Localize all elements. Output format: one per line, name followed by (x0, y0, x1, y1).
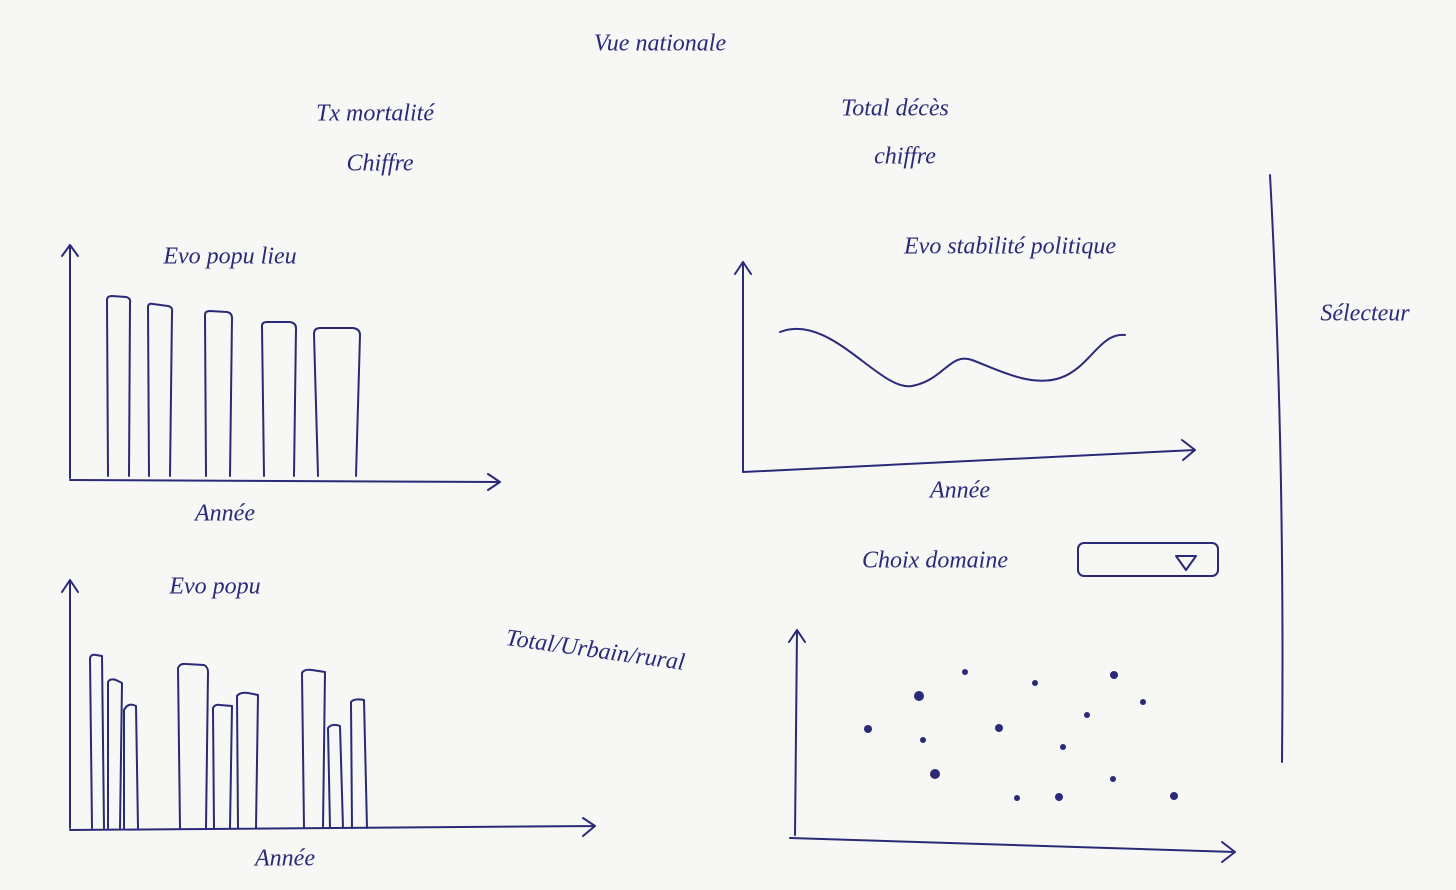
filter-label: Choix domaine (862, 548, 1008, 574)
bar-shape (301, 668, 326, 829)
dropdown-box[interactable] (1077, 542, 1219, 577)
axes (61, 244, 501, 491)
sidebar-label: Sélecteur (1320, 301, 1410, 327)
dot (1060, 744, 1066, 750)
dot (995, 724, 1003, 732)
scatter-sketch (788, 629, 1236, 863)
dot (930, 769, 940, 779)
page-title: Vue nationale (594, 31, 727, 57)
dot (1110, 776, 1116, 782)
bar-sketch (61, 244, 501, 491)
axes (788, 629, 1236, 863)
dot (1140, 699, 1146, 705)
bar-shape (147, 302, 174, 477)
kpi-value: chiffre (874, 144, 936, 170)
bar-shape (327, 723, 344, 829)
chart-title: Evo popu lieu (162, 244, 296, 270)
grouped-bar-sketch (61, 579, 596, 837)
bar-shape (106, 295, 132, 477)
dot (920, 737, 926, 743)
x-axis-label: Année (253, 846, 315, 872)
chart-title: Evo stabilité politique (903, 234, 1116, 260)
axes (734, 261, 1196, 473)
dot (1032, 680, 1038, 686)
chart-title: Evo popu (168, 574, 260, 600)
bar-shape (350, 698, 368, 829)
dot (914, 691, 924, 701)
dot (962, 669, 968, 675)
dot (1055, 793, 1063, 801)
dot (1170, 792, 1178, 800)
kpi-value: Chiffre (346, 151, 413, 177)
x-axis-label: Année (928, 478, 990, 504)
kpi-label: Tx mortalité (316, 101, 435, 127)
kpi-label: Total décès (841, 96, 949, 122)
line-sketch (734, 261, 1196, 473)
line-shape (779, 328, 1126, 388)
bar-shape (107, 678, 123, 829)
axes (61, 579, 596, 837)
dot (864, 725, 872, 733)
bar-shape (204, 310, 233, 477)
bar-shape (313, 327, 361, 477)
bar-shape (177, 662, 209, 829)
bar-shape (89, 653, 105, 829)
bar-shape (123, 703, 139, 829)
dropdown-arrow[interactable] (1175, 555, 1197, 571)
bar-shape (261, 321, 297, 477)
dot (1014, 795, 1020, 801)
dropdown[interactable] (1077, 542, 1219, 577)
dot (1084, 712, 1090, 718)
x-axis-label: Année (193, 501, 255, 527)
bar-shape (212, 703, 233, 829)
bar-shape (236, 691, 259, 829)
sidebar-divider (1269, 174, 1284, 763)
dot (1110, 671, 1118, 679)
